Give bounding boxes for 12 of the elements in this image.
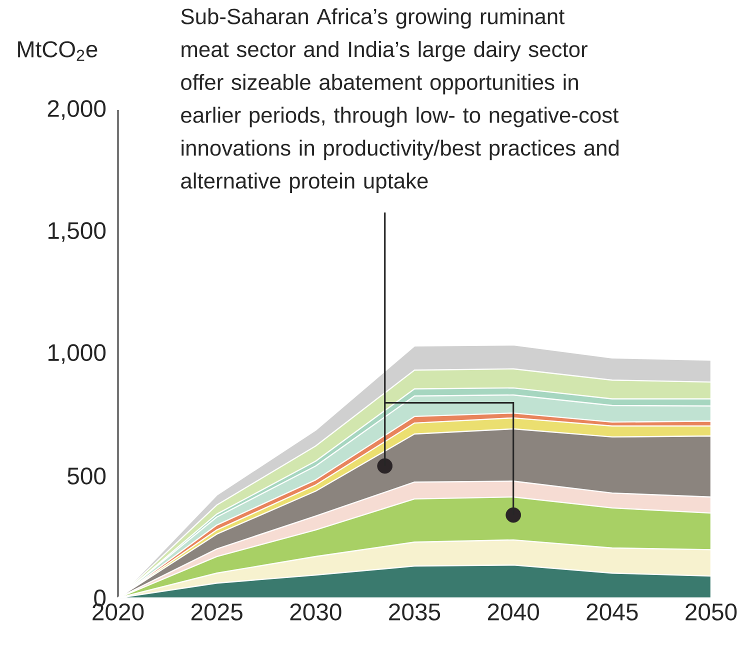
y-axis-title: MtCO$_{2}$e	[18, 41, 98, 61]
y-tick-label: 2,000	[48, 100, 106, 120]
y-tick-label: 1,000	[48, 344, 106, 364]
x-tick-label: 2050	[686, 604, 737, 620]
x-tick-label: 2030	[290, 604, 342, 620]
x-tick-label: 2045	[586, 604, 638, 620]
y-tick-label: 500	[68, 468, 106, 484]
x-tick-label: 2025	[191, 604, 242, 620]
y-tick-label: 1,500	[48, 222, 106, 242]
x-tick-label: 2035	[389, 604, 440, 620]
annotation: Sub-Saharan Africa’s growing ruminant meat sector and India’s large dairy sector offer sizeable abatement opportunities in earlier periods, through low- to negative-cost innovations in productivity/best practices and alternative protein uptake	[181, 8, 619, 194]
x-tick-label: 2040	[488, 604, 539, 620]
